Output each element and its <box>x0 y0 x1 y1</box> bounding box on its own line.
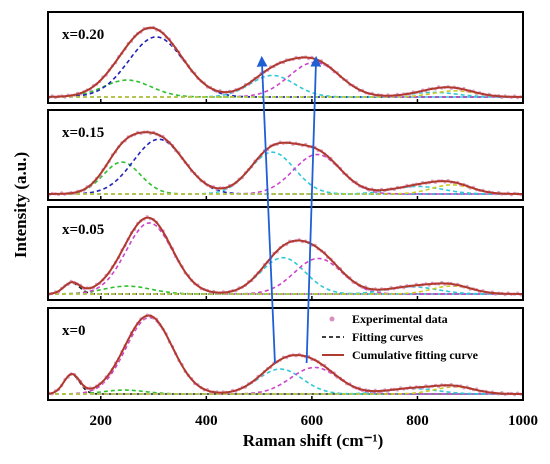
panel-curves <box>48 25 523 100</box>
fitting-curve <box>48 138 523 195</box>
panel-label: x=0.20 <box>62 27 104 43</box>
fitting-curve <box>48 257 523 295</box>
x-axis-title: Raman shift (cm⁻¹) <box>243 431 384 450</box>
panel-x-0: x=0 <box>47 307 524 401</box>
fitting-curve <box>48 61 523 98</box>
fitting-curve <box>48 90 523 98</box>
x-axis: 200 400 600 800 1000 <box>90 413 538 429</box>
cumulative-fit-curve <box>48 314 523 395</box>
panel-x-0-05: x=0.05 <box>47 206 524 301</box>
panels-group: x=0.20 x=0.15 x=0.05 x=0 <box>47 11 524 401</box>
fitting-curve <box>48 184 523 195</box>
cumulative-fit-curve <box>48 216 523 295</box>
panel-label: x=0.15 <box>62 125 104 141</box>
fitting-curve <box>48 256 523 295</box>
fitting-curve <box>48 286 523 295</box>
fitting-curve <box>48 389 523 395</box>
fitting-curve <box>48 285 523 295</box>
panel-curves <box>48 130 523 197</box>
fitting-curve <box>48 153 523 195</box>
arrows-group <box>256 55 322 364</box>
legend: Experimental data Fitting curves Cumulativ… <box>322 312 479 362</box>
fitting-curve <box>48 185 523 195</box>
panel-frame <box>47 307 524 401</box>
fitting-curve <box>48 373 523 395</box>
peak-shift-arrow <box>305 55 322 364</box>
fitting-curve <box>48 386 523 395</box>
legend-entry: Fitting curves <box>352 330 423 344</box>
legend-entry: Cumulative fitting curve <box>352 348 479 362</box>
panel-label: x=0 <box>62 323 86 339</box>
panel-x-0-20: x=0.20 <box>47 11 524 104</box>
x-tick-label: 1000 <box>508 413 538 429</box>
x-tick-label: 400 <box>195 413 218 429</box>
peak-shift-arrow <box>256 55 276 364</box>
fitting-curve <box>48 151 523 195</box>
panel-frame <box>47 109 524 201</box>
panel-x-0-15: x=0.15 <box>47 109 524 201</box>
x-tick-label: 800 <box>406 413 429 429</box>
panel-label: x=0.05 <box>62 222 104 238</box>
legend-entry: Experimental data <box>352 312 448 326</box>
panel-frame <box>47 206 524 301</box>
fitting-curve <box>48 285 523 295</box>
y-axis-title: Intensity (a.u.) <box>11 152 30 258</box>
panel-curves <box>48 215 523 297</box>
fitting-curve <box>48 387 523 395</box>
x-tick-label: 200 <box>90 413 113 429</box>
legend-symbol-experimental <box>329 316 335 322</box>
x-tick-label: 600 <box>301 413 324 429</box>
cumulative-fit-curve <box>48 131 523 195</box>
panel-curves <box>48 313 523 397</box>
panel-frame <box>47 11 524 104</box>
fitting-curve <box>48 74 523 98</box>
cumulative-fit-curve <box>48 26 523 98</box>
